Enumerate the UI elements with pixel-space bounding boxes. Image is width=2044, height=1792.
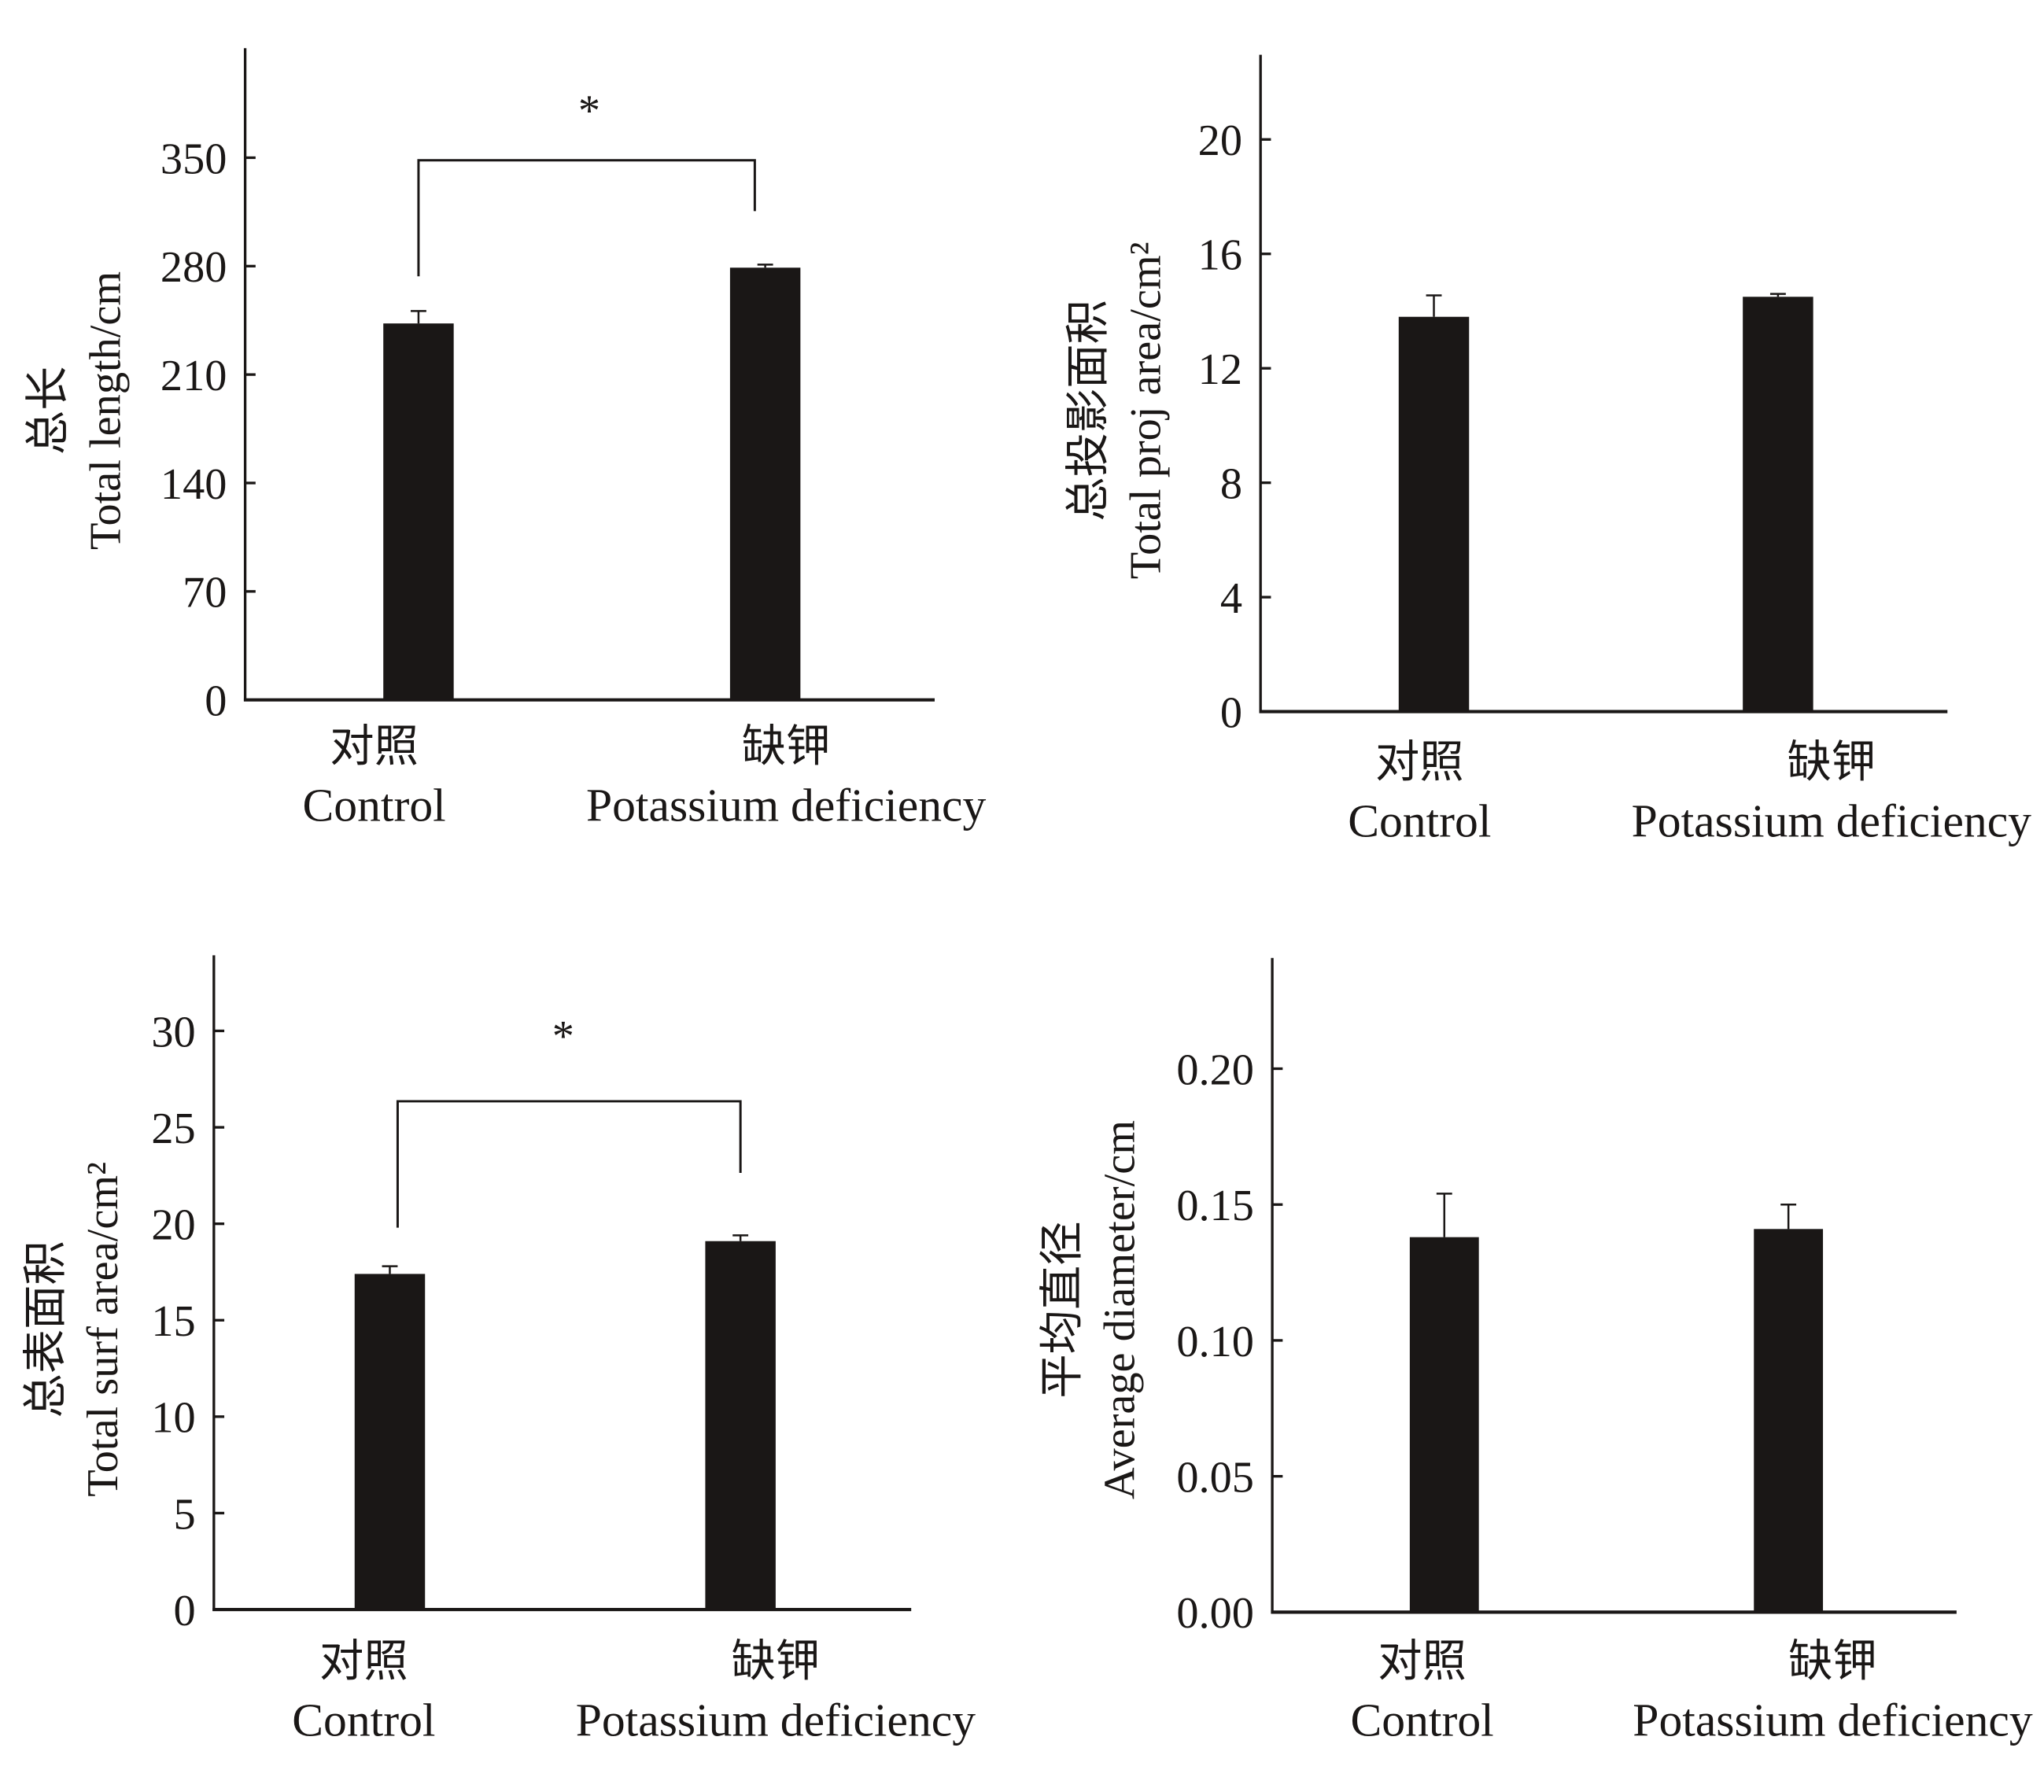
x-tick-label-en: Control bbox=[292, 1694, 435, 1746]
significance-marker: * bbox=[552, 1012, 574, 1060]
x-tick-label-en: Potassium deficiency bbox=[1633, 1694, 2033, 1746]
x-tick-label-en: Control bbox=[1348, 795, 1491, 847]
x-tick-label-cn: 对照 bbox=[330, 723, 419, 772]
y-tick-label: 0 bbox=[173, 1587, 195, 1635]
y-tick-label: 350 bbox=[160, 135, 227, 183]
x-tick-label-en: Potassium deficiency bbox=[586, 780, 987, 831]
y-tick-label: 15 bbox=[151, 1297, 195, 1346]
y-tick-label: 30 bbox=[151, 1008, 195, 1056]
y-axis-label-cn: 总长 bbox=[24, 367, 73, 455]
y-tick-label: 4 bbox=[1220, 574, 1242, 623]
y-tick-label: 0.15 bbox=[1176, 1182, 1254, 1230]
significance-bracket bbox=[396, 1100, 742, 1228]
bar-control bbox=[383, 323, 454, 700]
x-tick-label-en: Potassium deficiency bbox=[1632, 795, 2032, 847]
x-tick-label-cn: 缺钾 bbox=[732, 1638, 821, 1687]
y-tick-label: 70 bbox=[183, 569, 227, 618]
y-tick-label: 210 bbox=[160, 352, 227, 400]
y-tick-label: 0.10 bbox=[1176, 1318, 1254, 1366]
x-tick-label-cn: 缺钾 bbox=[1788, 738, 1876, 787]
y-axis-label-cn: 总表面积 bbox=[21, 1241, 70, 1418]
x-tick-label-cn: 缺钾 bbox=[742, 723, 831, 772]
y-axis-label-cn: 平均直径 bbox=[1039, 1221, 1087, 1398]
y-tick-label: 0.20 bbox=[1176, 1045, 1254, 1094]
x-tick-label-cn: 对照 bbox=[319, 1638, 408, 1687]
y-tick-label: 20 bbox=[151, 1201, 195, 1250]
x-tick-label-en: Control bbox=[1351, 1694, 1494, 1746]
significance-bracket bbox=[417, 159, 756, 277]
y-tick-label: 0.05 bbox=[1176, 1454, 1254, 1503]
bar-control bbox=[1409, 1237, 1479, 1613]
significance-marker: * bbox=[578, 87, 600, 135]
bar-control bbox=[1398, 316, 1470, 712]
x-tick-label-cn: 缺钾 bbox=[1788, 1638, 1877, 1687]
bar-potassium-deficiency bbox=[729, 267, 801, 700]
x-tick-label-cn: 对照 bbox=[1378, 1638, 1467, 1687]
y-tick-label: 16 bbox=[1198, 231, 1242, 280]
y-tick-label: 0 bbox=[1220, 688, 1242, 737]
y-axis-label-en: Total length/cm bbox=[82, 271, 131, 550]
chart-4: 0.00 0.05 0.10 0.15 0.20 对照 Control 缺钾 Potassium… bbox=[1039, 957, 2033, 1746]
y-tick-label: 5 bbox=[173, 1490, 195, 1539]
y-axis-label-en: Total proj area/cm² bbox=[1122, 242, 1171, 579]
y-tick-label: 8 bbox=[1220, 460, 1242, 509]
bar-control bbox=[354, 1274, 426, 1610]
y-tick-label: 20 bbox=[1198, 116, 1242, 165]
y-axis-label-en: Total surf area/cm² bbox=[79, 1162, 127, 1497]
y-tick-label: 280 bbox=[160, 243, 227, 292]
y-axis-label-en: Average diameter/cm bbox=[1095, 1120, 1144, 1499]
bar-potassium-deficiency bbox=[705, 1241, 776, 1610]
chart-1: 0 70 140 210 280 350 对照 Control 缺钾 Potassium defi… bbox=[24, 48, 987, 831]
x-tick-label-en: Control bbox=[303, 780, 446, 831]
chart-3: 0 5 10 15 20 25 30 对照 Control 缺钾 Potassium deficie… bbox=[21, 955, 976, 1746]
bar-potassium-deficiency bbox=[1754, 1229, 1824, 1613]
x-tick-label-en: Potassium deficiency bbox=[576, 1694, 976, 1746]
y-tick-label: 25 bbox=[151, 1104, 195, 1153]
x-tick-label-cn: 对照 bbox=[1375, 738, 1464, 787]
y-tick-label: 12 bbox=[1198, 345, 1242, 394]
y-tick-label: 0 bbox=[205, 677, 227, 726]
bar-potassium-deficiency bbox=[1743, 297, 1813, 712]
chart-2: 0 4 8 12 16 20 对照 Control 缺钾 Potassium deficiency… bbox=[1064, 54, 2032, 847]
y-axis-label-cn: 总投影面积 bbox=[1064, 300, 1113, 522]
y-tick-label: 10 bbox=[151, 1394, 195, 1443]
y-tick-label: 0.00 bbox=[1176, 1589, 1254, 1638]
y-tick-label: 140 bbox=[160, 460, 227, 509]
